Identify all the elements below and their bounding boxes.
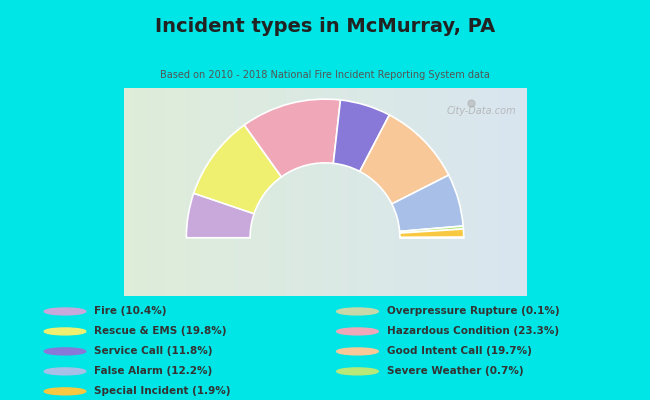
Text: Good Intent Call (19.7%): Good Intent Call (19.7%) bbox=[387, 346, 532, 356]
Text: Based on 2010 - 2018 National Fire Incident Reporting System data: Based on 2010 - 2018 National Fire Incid… bbox=[160, 70, 490, 80]
Circle shape bbox=[337, 368, 378, 375]
Text: Special Incident (1.9%): Special Incident (1.9%) bbox=[94, 386, 231, 396]
Circle shape bbox=[337, 328, 378, 335]
Wedge shape bbox=[333, 100, 389, 172]
Text: Overpressure Rupture (0.1%): Overpressure Rupture (0.1%) bbox=[387, 306, 560, 316]
Text: Hazardous Condition (23.3%): Hazardous Condition (23.3%) bbox=[387, 326, 559, 336]
Text: Rescue & EMS (19.8%): Rescue & EMS (19.8%) bbox=[94, 326, 227, 336]
Circle shape bbox=[44, 308, 86, 315]
Circle shape bbox=[44, 388, 86, 395]
Text: Service Call (11.8%): Service Call (11.8%) bbox=[94, 346, 213, 356]
Wedge shape bbox=[392, 175, 463, 232]
Wedge shape bbox=[187, 193, 254, 238]
Circle shape bbox=[44, 328, 86, 335]
Text: False Alarm (12.2%): False Alarm (12.2%) bbox=[94, 366, 213, 376]
Circle shape bbox=[44, 348, 86, 355]
Wedge shape bbox=[244, 99, 341, 177]
Circle shape bbox=[337, 308, 378, 315]
Text: City-Data.com: City-Data.com bbox=[447, 106, 516, 116]
Circle shape bbox=[44, 368, 86, 375]
Wedge shape bbox=[194, 125, 281, 214]
Circle shape bbox=[337, 348, 378, 355]
Wedge shape bbox=[400, 229, 463, 238]
Wedge shape bbox=[400, 226, 463, 233]
Text: Fire (10.4%): Fire (10.4%) bbox=[94, 306, 167, 316]
Wedge shape bbox=[400, 237, 463, 238]
Wedge shape bbox=[359, 115, 448, 204]
Text: Incident types in McMurray, PA: Incident types in McMurray, PA bbox=[155, 17, 495, 36]
Text: Severe Weather (0.7%): Severe Weather (0.7%) bbox=[387, 366, 523, 376]
